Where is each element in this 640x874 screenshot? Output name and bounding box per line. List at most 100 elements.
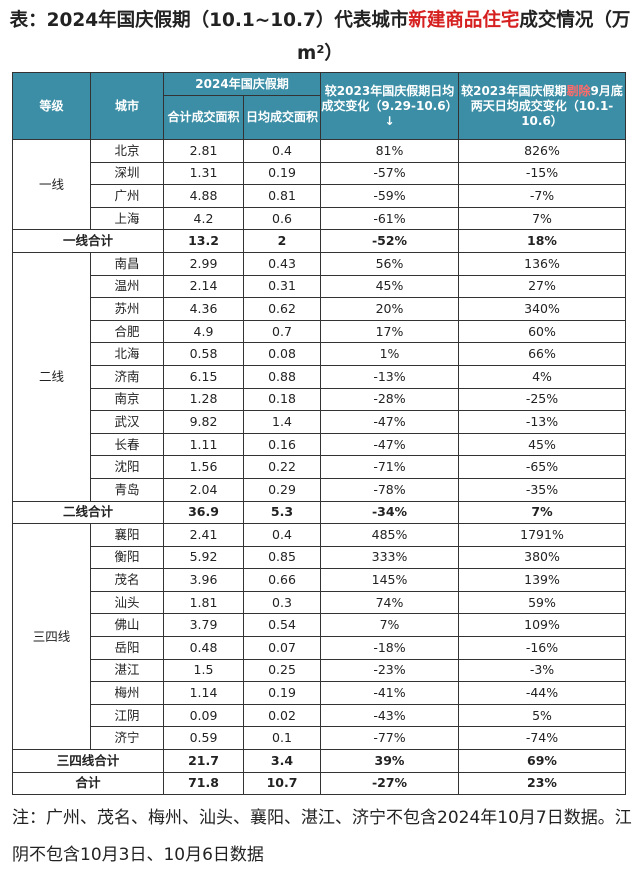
data-row: 济南 6.15 0.88 -13% 4% — [13, 364, 626, 389]
header-text: 9月底两天日均成交变化（10.1-10.6） — [470, 83, 623, 128]
value-cell: 17% — [320, 319, 459, 344]
value-cell: -35% — [458, 477, 626, 502]
value-cell: -77% — [320, 726, 459, 751]
subtotal-cell: -27% — [320, 771, 459, 796]
value-cell: -47% — [320, 432, 459, 457]
header-cell: 城市 — [90, 72, 164, 140]
value-cell: 9.82 — [163, 410, 244, 434]
data-row: 一线 北京 2.81 0.4 81% 826% — [12, 138, 626, 231]
value-cell: 0.66 — [243, 568, 321, 592]
level-cell: 三四线 — [12, 523, 91, 751]
value-cell: 826% — [458, 139, 626, 163]
value-cell: 4.2 — [163, 206, 244, 231]
city-cell: 襄阳 — [90, 523, 164, 547]
note: 注：广州、茂名、梅州、汕头、襄阳、湛江、济宁不包含2024年10月7日数据。江阴… — [12, 808, 632, 865]
value-cell: 4.9 — [163, 319, 244, 344]
value-cell: 2.04 — [163, 477, 244, 502]
header-text: 较2023年国庆假期 — [461, 83, 567, 98]
subtotal-label: 二线合计 — [12, 500, 164, 525]
subtotal-cell: 2 — [243, 229, 321, 253]
value-cell: 0.7 — [243, 319, 321, 344]
value-cell: 0.85 — [243, 545, 321, 570]
value-cell: 136% — [458, 251, 626, 276]
city-cell: 汕头 — [90, 590, 164, 615]
header-cell: 2024年国庆假期 — [163, 72, 321, 96]
value-cell: 0.18 — [243, 387, 321, 412]
value-cell: -44% — [458, 681, 626, 705]
header-cell: 等级 — [12, 72, 91, 140]
subtotal-label: 一线合计 — [12, 229, 164, 253]
level-cell: 一线 — [12, 138, 91, 231]
data-table: 等级 城市 2024年国庆假期 较2023年国庆假期日均成交变化（9.29-10… — [12, 72, 626, 796]
value-cell: 7% — [320, 613, 459, 638]
title-highlight: 新建商品住宅 — [408, 10, 520, 31]
value-cell: 0.02 — [243, 703, 321, 728]
value-cell: 1.31 — [163, 161, 244, 186]
data-row: 上海 4.2 0.6 -61% 7% — [13, 206, 626, 231]
value-cell: 0.19 — [243, 681, 321, 705]
value-cell: 139% — [458, 568, 626, 592]
value-cell: 1.81 — [163, 590, 244, 615]
subtotal-cell: 21.7 — [163, 749, 244, 773]
value-cell: 0.3 — [243, 590, 321, 615]
data-row: 苏州 4.36 0.62 20% 340% — [13, 297, 626, 321]
value-cell: 0.29 — [243, 477, 321, 502]
data-row: 三四线 襄阳 2.41 0.4 485% 1791% — [12, 523, 626, 751]
data-row: 北海 0.58 0.08 1% 66% — [13, 342, 626, 366]
data-row: 沈阳 1.56 0.22 -71% -65% — [13, 455, 626, 479]
city-cell: 青岛 — [90, 477, 164, 502]
value-cell: -74% — [458, 726, 626, 751]
data-row: 梅州 1.14 0.19 -41% -44% — [13, 681, 626, 705]
header-cell: 日均成交面积 — [243, 95, 321, 140]
value-cell: -78% — [320, 477, 459, 502]
subtotal-cell: 7% — [458, 500, 626, 525]
value-cell: 0.54 — [243, 613, 321, 638]
data-row: 衡阳 5.92 0.85 333% 380% — [13, 545, 626, 570]
city-cell: 合肥 — [90, 319, 164, 344]
subtotal-cell: 5.3 — [243, 500, 321, 525]
city-cell: 梅州 — [90, 681, 164, 705]
value-cell: -25% — [458, 387, 626, 412]
city-cell: 深圳 — [90, 161, 164, 186]
value-cell: 56% — [320, 251, 459, 276]
value-cell: 0.59 — [163, 726, 244, 751]
value-cell: 5.92 — [163, 545, 244, 570]
value-cell: 0.4 — [243, 139, 321, 163]
value-cell: 45% — [458, 432, 626, 457]
subtotal-cell: -34% — [320, 500, 459, 525]
value-cell: 333% — [320, 545, 459, 570]
subtotal-row: 二线合计 36.9 5.3 -34% 7% — [12, 500, 626, 525]
value-cell: 1.11 — [163, 432, 244, 457]
city-cell: 广州 — [90, 184, 164, 208]
header-cell: 较2023年国庆假期剔除9月底两天日均成交变化（10.1-10.6） — [458, 72, 626, 140]
value-cell: 0.62 — [243, 297, 321, 321]
value-cell: -23% — [320, 658, 459, 683]
title-text: 成交情况（万m²） — [297, 10, 631, 64]
city-cell: 长春 — [90, 432, 164, 457]
city-cell: 佛山 — [90, 613, 164, 638]
city-cell: 湛江 — [90, 658, 164, 683]
value-cell: 0.4 — [243, 523, 321, 547]
value-cell: 3.96 — [163, 568, 244, 592]
value-cell: -13% — [458, 410, 626, 434]
city-cell: 上海 — [90, 206, 164, 231]
value-cell: 59% — [458, 590, 626, 615]
title-text: 表：2024年国庆假期（10.1~10.7）代表城市 — [9, 10, 409, 31]
value-cell: 0.08 — [243, 342, 321, 366]
level-cell: 二线 — [12, 251, 91, 502]
data-row: 广州 4.88 0.81 -59% -7% — [13, 184, 626, 208]
header-highlight: 剔除 — [566, 83, 591, 98]
title: 表：2024年国庆假期（10.1~10.7）代表城市新建商品住宅成交情况（万m²… — [8, 4, 632, 70]
subtotal-label: 合计 — [12, 771, 164, 796]
value-cell: 1% — [320, 342, 459, 366]
city-cell: 岳阳 — [90, 636, 164, 660]
city-cell: 衡阳 — [90, 545, 164, 570]
value-cell: 0.25 — [243, 658, 321, 683]
value-cell: 380% — [458, 545, 626, 570]
value-cell: -15% — [458, 161, 626, 186]
city-cell: 温州 — [90, 274, 164, 299]
value-cell: 0.48 — [163, 636, 244, 660]
value-cell: 74% — [320, 590, 459, 615]
table-body: 一线 北京 2.81 0.4 81% 826% 深圳 1.31 0.19 -57% -15% 广州 4.… — [12, 138, 626, 796]
